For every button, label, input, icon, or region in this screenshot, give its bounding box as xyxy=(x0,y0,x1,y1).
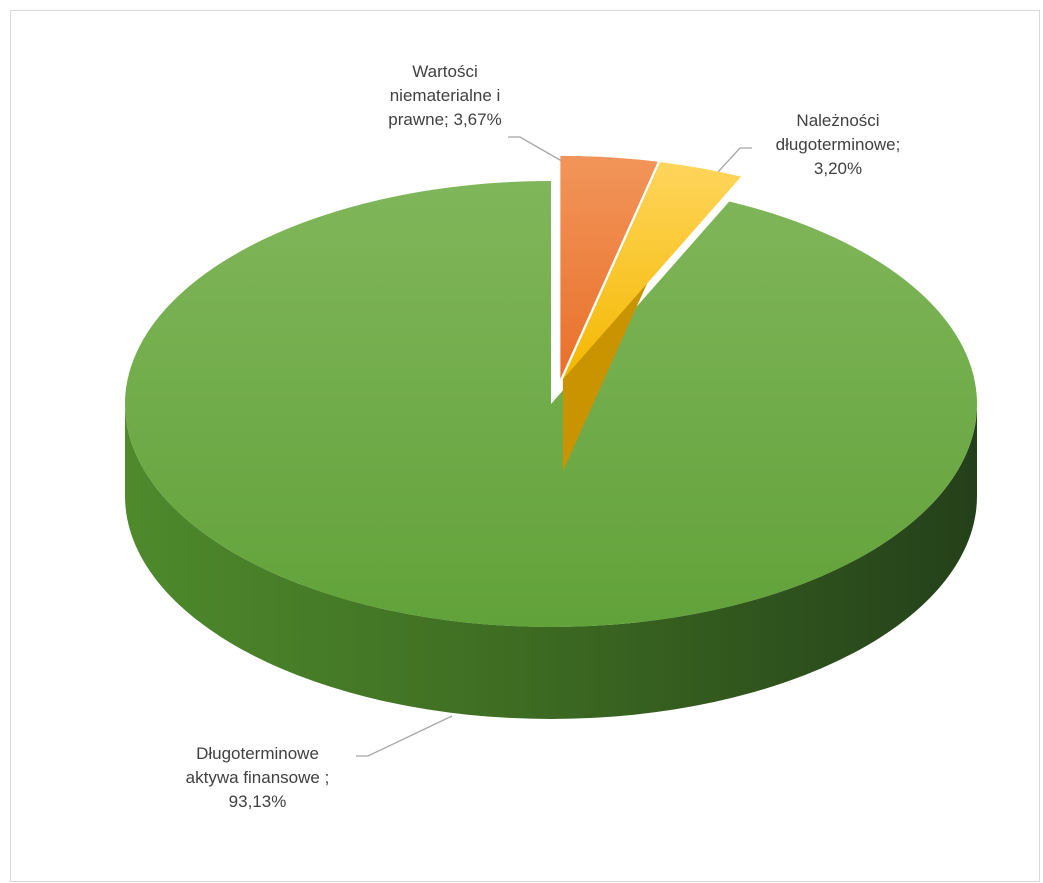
slice-label-naleznosci: Należności długoterminowe; 3,20% xyxy=(775,111,901,178)
slice-top xyxy=(560,155,658,379)
pie-slice-1 xyxy=(562,162,742,472)
slice-top xyxy=(562,162,742,380)
pie-slice-2 xyxy=(124,181,977,719)
leader-line-2 xyxy=(356,715,453,757)
slice-label-wartosci: Wartości niematerialne i prawne; 3,67% xyxy=(388,62,502,129)
slice-side xyxy=(125,404,977,719)
pie-slices xyxy=(124,155,977,719)
slice-top xyxy=(124,181,977,627)
pie-slice-0 xyxy=(560,155,658,379)
slice-label-aktywa-finansowe: Długoterminowe aktywa finansowe ; 93,13% xyxy=(185,744,330,811)
